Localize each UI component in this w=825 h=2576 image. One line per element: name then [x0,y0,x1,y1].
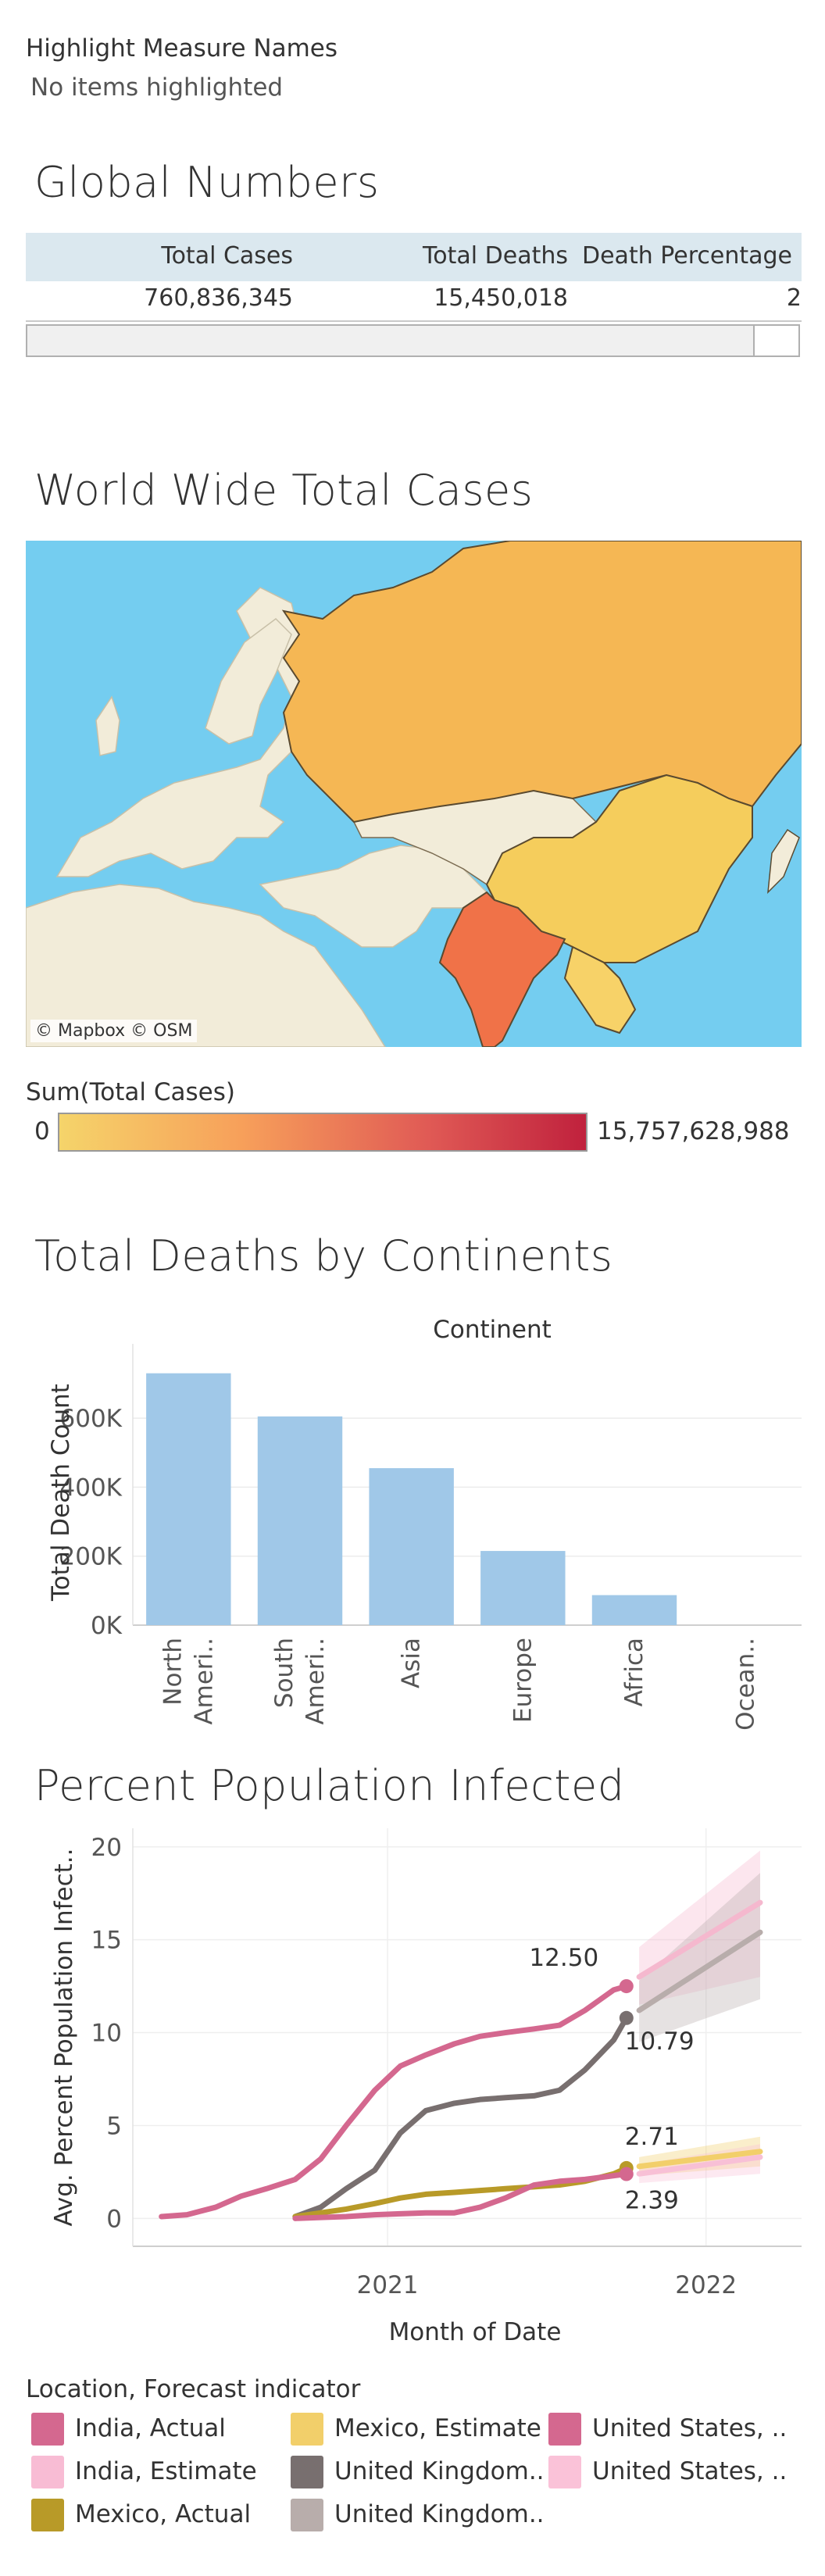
map-svg[interactable] [26,541,802,1047]
legend-label[interactable]: United Kingdom.. [334,2500,545,2528]
bar-north-america[interactable] [146,1373,231,1625]
forecast-band [639,2136,761,2176]
line-ytick-label: 15 [91,1927,122,1955]
bar-category-label: Europe [509,1638,537,1723]
legend-label[interactable]: Mexico, Actual [75,2500,252,2528]
india-region [438,891,566,1047]
line-chart-title: Percent Population Infected [34,1761,625,1810]
table-divider [26,320,802,322]
map-legend-title: Sum(Total Cases) [26,1078,235,1106]
legend-label[interactable]: India, Estimate [75,2457,257,2485]
map-legend-max: 15,757,628,988 [597,1117,790,1145]
legend-label[interactable]: United Kingdom.. [334,2457,545,2485]
bar-ytick-label: 600K [60,1405,123,1433]
legend-swatch[interactable] [31,2499,64,2531]
line-xtick-label: 2021 [357,2271,419,2299]
bar-ylabel: Total Death Count [47,1384,75,1602]
russia-region [281,541,802,824]
value-total-cases: 760,836,345 [144,284,293,312]
line-ylabel: Avg. Percent Population Infect.. [50,1848,78,2226]
series-line-united-states-estimate[interactable] [636,2154,763,2177]
line-ytick-label: 20 [91,1834,122,1862]
bar-ytick-label: 400K [60,1474,123,1502]
legend-swatch[interactable] [548,2456,581,2488]
africa-land [26,884,386,1047]
series-line-united-kingdom-estimate[interactable] [636,1929,763,2013]
line-ytick-label: 5 [106,2112,122,2140]
header-total-cases[interactable]: Total Cases [161,242,293,270]
series-end-point[interactable] [619,2010,634,2025]
legend-label[interactable]: United States, .. [592,2414,788,2442]
bar-category-label: Africa [620,1638,648,1706]
legend-swatch[interactable] [31,2456,64,2488]
bar-south-america[interactable] [257,1416,343,1625]
line-xtick-label: 2022 [675,2271,737,2299]
series-end-point[interactable] [619,2167,634,2181]
bar-africa[interactable] [591,1595,677,1625]
scrollbar-thumb[interactable] [753,326,798,355]
bar-asia[interactable] [369,1468,454,1625]
map-attribution[interactable]: © Mapbox © OSM [30,1020,198,1042]
series-line-india-actual[interactable] [159,1983,630,2220]
map-legend-gradient [58,1113,588,1152]
series-line-united-states-actual[interactable] [292,2171,630,2221]
line-ytick-label: 0 [106,2205,122,2233]
legend-swatch[interactable] [31,2413,64,2446]
value-death-percentage: 2 [786,284,802,312]
global-numbers-title: Global Numbers [34,158,380,207]
bar-ytick-label: 200K [60,1543,123,1571]
legend-label[interactable]: India, Actual [75,2414,226,2442]
bar-category-label: Ameri.. [302,1638,330,1725]
legend-swatch[interactable] [291,2456,323,2488]
map-title: World Wide Total Cases [34,466,534,515]
bar-category-label: North [159,1638,187,1706]
line-ytick-label: 10 [91,2020,122,2048]
line-chart: 0 5 10 15 20 2021 2022 Avg. Percent Population … [50,1828,802,2346]
legend-label[interactable]: Mexico, Estimate [334,2414,541,2442]
header-total-deaths[interactable]: Total Deaths [423,242,568,270]
japan-land [767,828,800,895]
bar-category-label: Ameri.. [190,1638,218,1725]
horizontal-scrollbar[interactable] [26,324,800,357]
legend-swatch[interactable] [548,2413,581,2446]
value-total-deaths: 15,450,018 [434,284,568,312]
bar-category-label: Ocean.. [732,1638,760,1731]
bar-chart-legend-header: Continent [433,1316,552,1344]
location-legend-title: Location, Forecast indicator [26,2375,361,2403]
highlight-status: No items highlighted [30,73,284,102]
series-end-point[interactable] [619,1979,634,1994]
highlight-title: Highlight Measure Names [26,34,338,63]
legend-swatch[interactable] [291,2499,323,2531]
series-value-label: 2.71 [625,2123,679,2151]
bar-europe[interactable] [480,1551,566,1625]
southeast-asia-region [563,945,637,1034]
bar-category-label: South [270,1638,298,1708]
uk-land [95,695,120,756]
series-line-mexico-estimate[interactable] [636,2149,763,2170]
series-line-india-estimate[interactable] [636,1899,763,1980]
series-value-label: 2.39 [625,2187,679,2215]
legend-label[interactable]: United States, .. [592,2457,788,2485]
map-legend-min: 0 [34,1117,50,1145]
series-value-label: 10.79 [625,2028,695,2056]
bar-ytick-label: 0K [91,1612,123,1640]
legend-swatch[interactable] [291,2413,323,2446]
series-line-united-kingdom-actual[interactable] [292,2015,630,2220]
bar-category-label: Asia [398,1638,426,1688]
line-xlabel: Month of Date [389,2318,562,2346]
global-numbers-table [26,233,802,281]
world-map[interactable]: © Mapbox © OSM [26,541,802,1047]
scandinavia-land [205,618,292,745]
forecast-band [639,1850,761,2005]
header-death-percentage[interactable]: Death Percentage [582,242,793,270]
bar-chart-title: Total Deaths by Continents [34,1231,613,1281]
forecast-band [639,1873,761,2042]
series-value-label: 12.50 [529,1944,598,1972]
